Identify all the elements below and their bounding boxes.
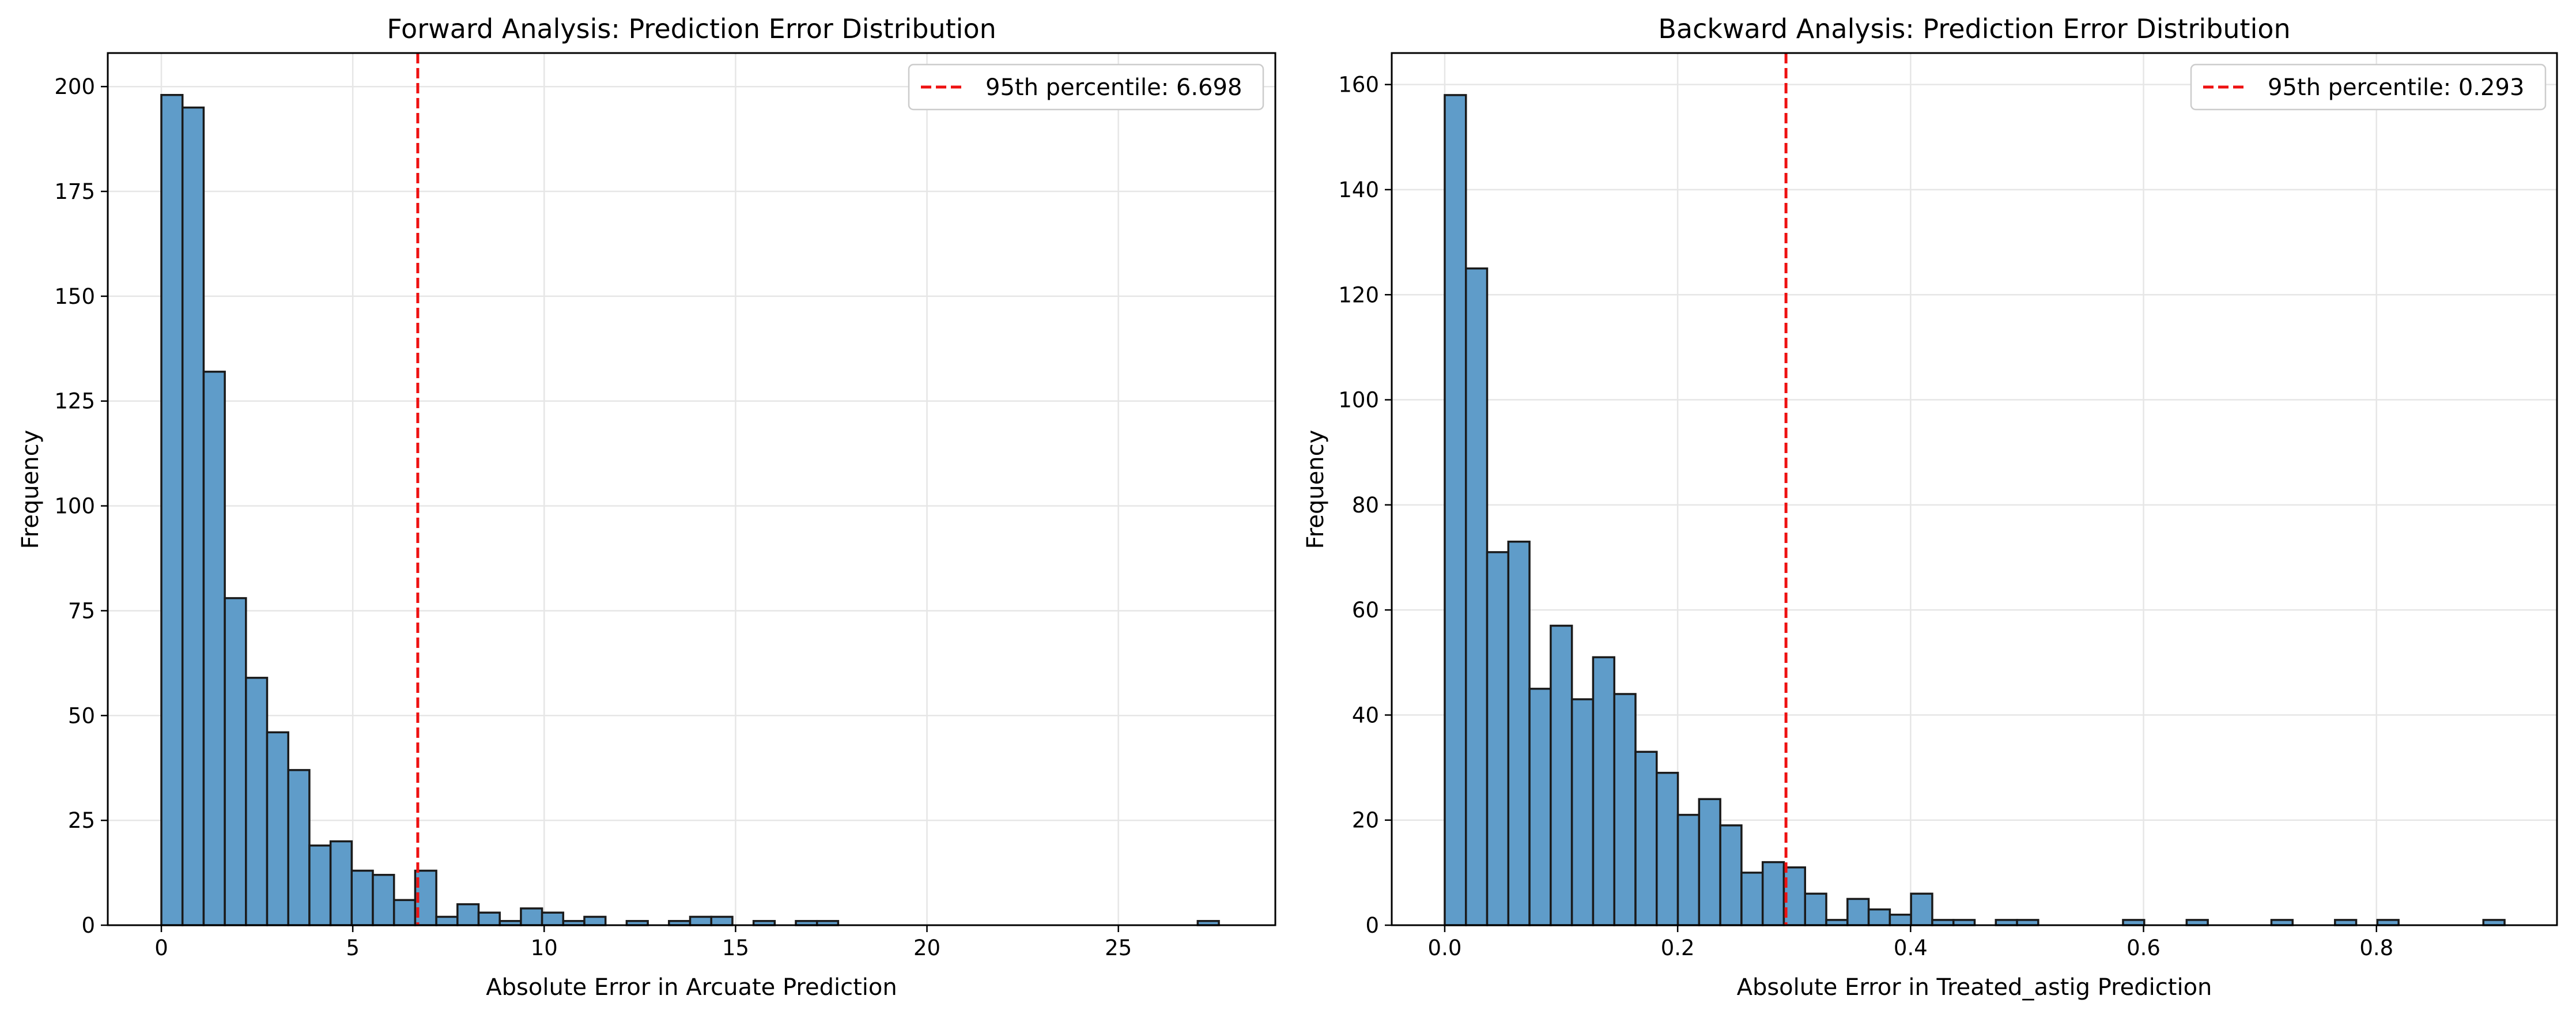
backward-histogram-bar [1507, 540, 1531, 926]
forward-legend-label: 95th percentile: 6.698 [985, 74, 1242, 101]
backward-histogram-bar [1867, 908, 1891, 926]
backward-chart: 0.0 0.2 0.4 0.6 0.8 0 20 40 60 80 100 120 140 160 Ba… [1302, 13, 2558, 1001]
backward-legend-box [2190, 63, 2547, 111]
forward-y-tick-label: 175 [54, 179, 95, 204]
forward-histogram-bar [224, 597, 247, 926]
backward-histogram-bar [1486, 551, 1510, 926]
backward-histogram-bar [1656, 771, 1679, 926]
forward-histogram-bar [435, 915, 459, 926]
backward-x-tick-label: 0.4 [1894, 936, 1928, 960]
forward-y-tick-label: 150 [54, 284, 95, 309]
backward-chart-title: Backward Analysis: Prediction Error Dist… [1658, 13, 2290, 44]
forward-histogram-bar [583, 915, 607, 926]
backward-histogram-bar [1846, 898, 1870, 926]
backward-x-tick-label: 0.0 [1428, 936, 1462, 960]
backward-y-tick-label: 100 [1338, 388, 1379, 413]
backward-histogram-bar [1676, 813, 1701, 926]
forward-histogram-bar [520, 907, 543, 926]
backward-y-ticks: 0 20 40 60 80 100 120 140 160 [1338, 73, 1392, 938]
backward-y-tick-label: 20 [1352, 808, 1379, 833]
forward-histogram-bar [372, 873, 395, 926]
forward-histogram-bar [456, 903, 480, 926]
backward-histogram-bar [1910, 892, 1933, 926]
forward-bars [160, 93, 1220, 926]
backward-y-tick-label: 0 [1365, 913, 1379, 938]
forward-y-tick-label: 25 [68, 808, 95, 833]
forward-y-tick-label: 50 [68, 703, 95, 728]
backward-histogram-bar [1888, 914, 1912, 926]
backward-x-tick-label: 0.6 [2126, 936, 2160, 960]
forward-legend: 95th percentile: 6.698 [908, 63, 1264, 111]
backward-histogram-bar [1550, 624, 1573, 926]
forward-y-ticks: 0 25 50 75 100 125 150 175 200 [54, 74, 108, 938]
forward-y-tick-label: 125 [54, 389, 95, 414]
forward-histogram-bar [689, 915, 712, 926]
forward-x-tick-label: 0 [154, 936, 168, 960]
backward-x-tick-label: 0.2 [1661, 936, 1695, 960]
forward-y-tick-label: 0 [81, 913, 95, 938]
forward-y-tick-label: 75 [68, 598, 95, 623]
forward-x-tick-label: 20 [913, 936, 940, 960]
backward-y-tick-label: 120 [1338, 282, 1379, 307]
forward-histogram-bar [287, 769, 311, 926]
forward-histogram-bar [477, 911, 501, 926]
backward-y-tick-label: 140 [1338, 178, 1379, 202]
backward-histogram-bar [1444, 94, 1467, 926]
backward-x-axis-label: Absolute Error in Treated_astig Predicti… [1737, 974, 2212, 1001]
forward-histogram-bar [710, 915, 734, 926]
backward-x-ticks: 0.0 0.2 0.4 0.6 0.8 [1428, 925, 2393, 960]
forward-histogram-bar [181, 106, 205, 926]
forward-chart-title: Forward Analysis: Prediction Error Distr… [387, 13, 996, 44]
forward-axes-frame [107, 52, 1276, 926]
forward-legend-box [908, 63, 1264, 111]
forward-x-tick-label: 10 [531, 936, 558, 960]
backward-legend-label: 95th percentile: 0.293 [2268, 74, 2524, 101]
forward-y-axis-label: Frequency [17, 430, 44, 549]
forward-x-tick-label: 15 [722, 936, 749, 960]
backward-y-tick-label: 160 [1338, 73, 1379, 97]
forward-y-tick-label: 200 [54, 74, 95, 99]
forward-grid [108, 53, 1275, 926]
backward-histogram-bar [1761, 861, 1785, 926]
forward-histogram-bar [308, 844, 332, 926]
backward-histogram-bar [1804, 892, 1827, 926]
forward-x-tick-label: 25 [1105, 936, 1132, 960]
backward-y-tick-label: 60 [1352, 598, 1379, 623]
backward-histogram-bar [1570, 698, 1595, 926]
backward-y-tick-label: 80 [1352, 493, 1379, 518]
backward-legend: 95th percentile: 0.293 [2190, 63, 2547, 111]
forward-y-tick-label: 100 [54, 494, 95, 519]
forward-histogram-bar [392, 899, 417, 926]
backward-y-tick-label: 40 [1352, 703, 1379, 727]
forward-chart: 0 5 10 15 20 25 0 25 50 75 100 125 150 175 200 Forwar… [17, 13, 1276, 1001]
forward-histogram-bar [160, 93, 184, 926]
backward-histogram-bar [1613, 693, 1637, 926]
backward-histogram-bar [1719, 824, 1743, 926]
backward-histogram-bar [1634, 751, 1658, 926]
backward-histogram-bar [1698, 798, 1721, 926]
backward-histogram-bar [1592, 656, 1615, 926]
forward-histogram-bar [266, 731, 289, 926]
forward-histogram-bar [245, 677, 269, 926]
forward-x-axis-label: Absolute Error in Arcuate Prediction [486, 974, 897, 1001]
backward-y-axis-label: Frequency [1302, 430, 1329, 549]
backward-histogram-bar [1740, 872, 1764, 926]
backward-bars [1444, 94, 2506, 926]
forward-x-ticks: 0 5 10 15 20 25 [154, 925, 1132, 960]
forward-histogram-bar [350, 869, 374, 926]
forward-x-tick-label: 5 [346, 936, 360, 960]
forward-histogram-bar [329, 840, 353, 926]
backward-axes-frame [1391, 52, 2558, 926]
backward-histogram-bar [1528, 688, 1552, 926]
forward-histogram-bar [541, 911, 565, 926]
backward-x-tick-label: 0.8 [2359, 936, 2393, 960]
forward-histogram-bar [202, 371, 226, 926]
backward-histogram-bar [1464, 267, 1489, 926]
